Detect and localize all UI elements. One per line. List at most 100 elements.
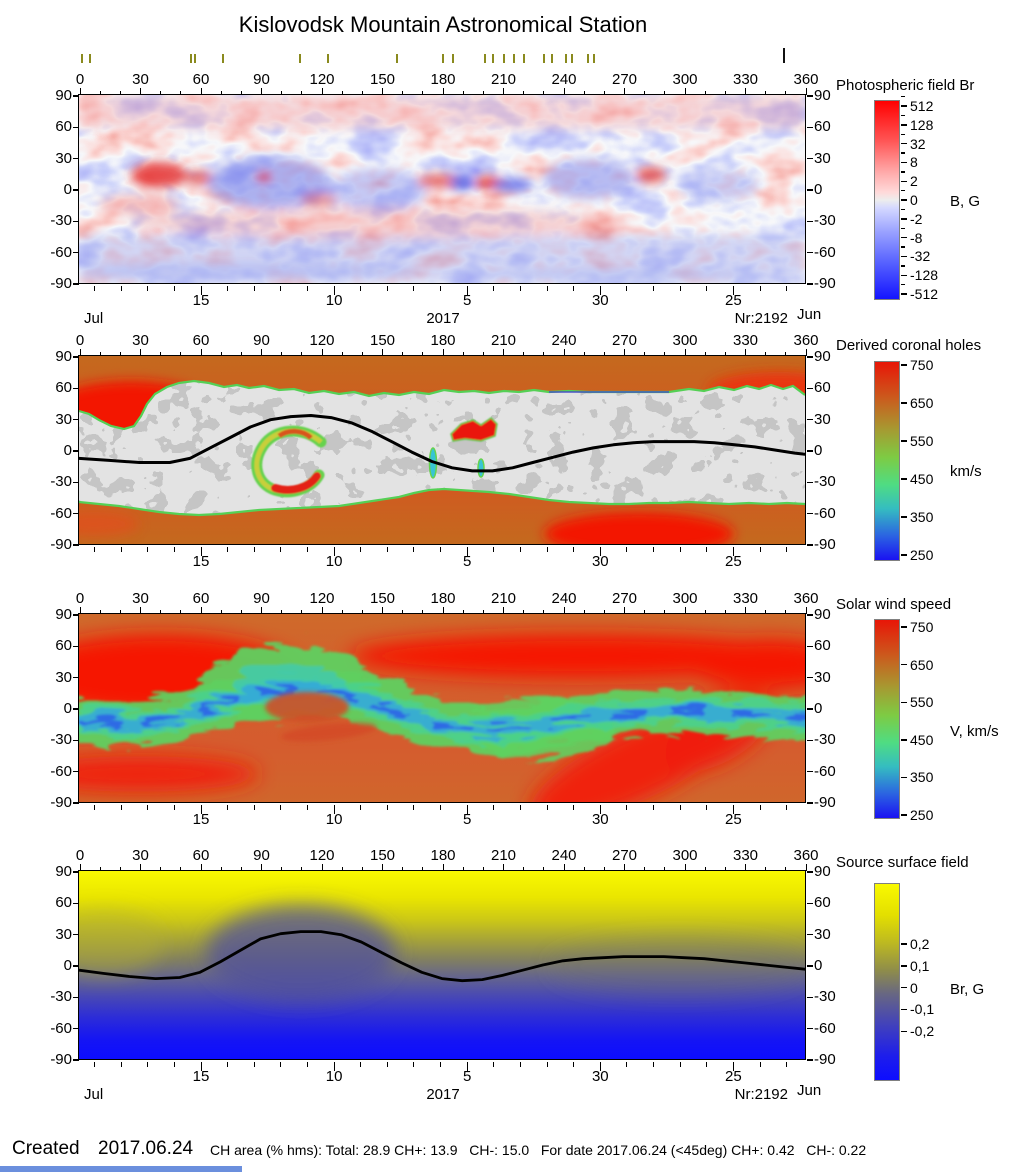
lon-axis-tick (79, 864, 81, 871)
lon-axis-tick (180, 352, 182, 356)
lon-axis-tick (422, 352, 424, 356)
lon-axis-tick (140, 864, 141, 871)
lon-tick-label: 180 (430, 71, 456, 88)
lon-axis-tick (724, 91, 726, 95)
day-axis-tick (546, 1062, 548, 1067)
day-axis-tick (386, 547, 388, 552)
lat-axis-tick-left (73, 614, 79, 616)
day-axis-tick (333, 1062, 335, 1071)
lat-tick-label-right: 0 (814, 181, 823, 198)
lon-tick-label: 60 (192, 332, 210, 349)
lat-tick-label-right: -60 (814, 243, 836, 261)
day-axis-tick (626, 286, 628, 291)
lat-tick-label-right: 30 (814, 149, 831, 167)
lon-axis-tick (200, 88, 202, 95)
day-axis-tick (147, 1062, 149, 1067)
colorbar-tick-label: 750 (910, 619, 934, 635)
neutral-line-source-surface (79, 930, 805, 983)
lat-axis-tick-right (807, 481, 813, 483)
observation-mark (81, 54, 84, 63)
day-axis-tick (466, 547, 468, 556)
lat-axis-tick-left (73, 158, 79, 160)
colorbar-tick (901, 402, 907, 404)
lon-axis-tick (382, 88, 383, 95)
lon-axis-tick (422, 91, 424, 95)
lat-tick-label-right: 60 (814, 379, 831, 397)
day-axis-tick (706, 547, 708, 552)
day-axis-tick (573, 805, 575, 810)
lon-tick-label: 300 (672, 71, 698, 88)
lat-tick-label-left: -90 (50, 536, 72, 553)
lat-axis-tick-left (73, 771, 79, 773)
lon-axis-tick (785, 352, 787, 356)
lat-axis-tick-right (807, 645, 813, 647)
lat-axis-tick-right (807, 419, 813, 421)
lat-axis-tick-left (73, 739, 79, 741)
day-tick-label: 25 (725, 292, 742, 309)
lon-tick-label: 120 (309, 71, 335, 88)
lon-axis-tick (281, 610, 283, 614)
day-tick-label: 5 (463, 553, 472, 570)
observation-mark (452, 54, 455, 63)
colorbar-tick-label: 550 (910, 433, 934, 449)
day-axis-tick (360, 286, 362, 291)
lat-tick-label-right: -30 (814, 731, 836, 749)
lon-axis-tick (644, 867, 646, 871)
lon-tick-label: 330 (732, 590, 759, 607)
lat-axis-tick-left (73, 419, 79, 421)
photospheric-field-map (79, 95, 805, 283)
colorbar-tick-label: 350 (910, 769, 934, 786)
lon-axis-tick (785, 91, 787, 95)
lon-axis-tick (543, 352, 545, 356)
lat-axis-tick-right (807, 126, 813, 128)
lat-tick-label-right: -30 (814, 212, 836, 230)
day-axis-tick (94, 805, 96, 810)
colorbar-minor-tick (901, 95, 905, 98)
page-title: Kislovodsk Mountain Astronomical Station (238, 12, 648, 37)
lon-axis-tick (482, 610, 484, 614)
lon-axis-tick (160, 91, 162, 95)
day-axis-tick (653, 1062, 655, 1067)
day-axis-tick (386, 1062, 388, 1067)
colorbar-tick-label: 128 (910, 116, 934, 133)
lon-axis-tick (785, 867, 787, 871)
lat-tick-label-left: 60 (55, 118, 72, 136)
lon-axis-tick (523, 610, 525, 614)
day-axis-tick (413, 547, 415, 552)
lon-axis-tick (301, 610, 303, 614)
lat-tick-label-left: -90 (50, 1051, 72, 1068)
lon-axis-tick (442, 88, 444, 95)
lon-axis-tick (664, 867, 666, 871)
lon-axis-tick (402, 867, 404, 871)
colorbar-unit-label: Br, G (950, 981, 985, 998)
day-tick-label: 15 (192, 811, 210, 828)
month-label-left: Jul (84, 310, 104, 327)
lon-axis-tick (644, 610, 646, 614)
lat-axis-tick-left (73, 677, 79, 679)
lon-axis-tick (382, 864, 383, 871)
lat-tick-label-left: -60 (50, 762, 72, 780)
day-tick-label: 5 (463, 811, 472, 828)
lat-tick-label-right: 60 (814, 894, 831, 912)
lat-axis-tick-right (807, 771, 813, 773)
day-axis-tick (493, 286, 495, 291)
lat-tick-label-left: -60 (50, 504, 72, 522)
day-axis-tick (227, 286, 229, 291)
day-axis-tick (253, 1062, 255, 1067)
rotation-number: Nr:2192 (734, 1086, 788, 1103)
lon-axis-tick (503, 607, 504, 614)
day-axis-tick (786, 286, 788, 291)
lon-axis-tick (180, 91, 182, 95)
lat-axis-tick-left (73, 871, 79, 873)
photospheric-map-frame (78, 94, 806, 284)
lon-axis-tick (503, 349, 504, 356)
colorbar-wind (874, 619, 900, 819)
day-axis-tick (519, 547, 521, 552)
lon-axis-tick (402, 610, 404, 614)
lon-tick-label: 0 (75, 590, 85, 607)
lon-axis-tick (402, 352, 404, 356)
colorbar-tick (901, 364, 907, 366)
lat-axis-tick-right (807, 513, 813, 515)
lat-tick-label-right: -30 (814, 988, 836, 1006)
